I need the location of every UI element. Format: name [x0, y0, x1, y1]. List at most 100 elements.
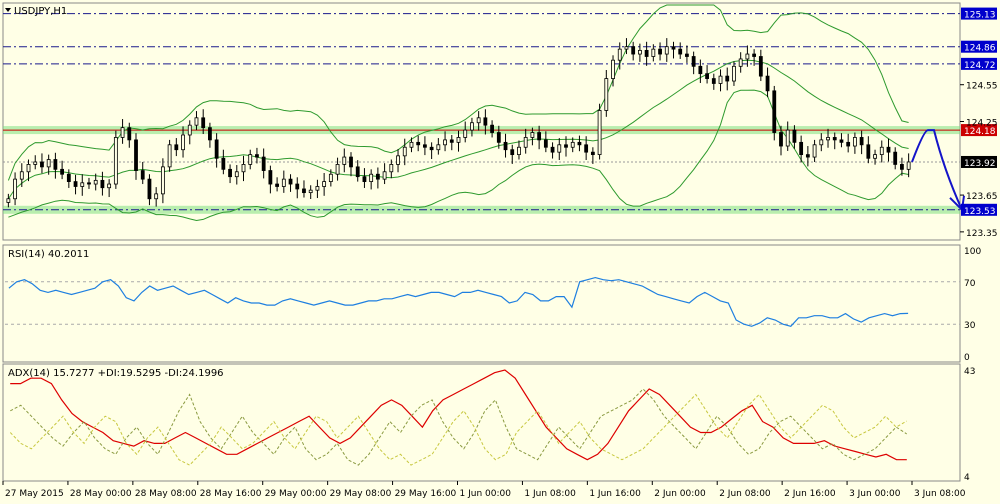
candle-body	[644, 49, 649, 57]
candle-body	[315, 186, 320, 191]
price-badge	[961, 7, 997, 20]
time-tick-label: 2 Jun 08:00	[719, 489, 771, 499]
candle-body	[732, 65, 736, 82]
candle-body	[893, 151, 898, 165]
candle-body	[772, 90, 777, 133]
candle-body	[590, 151, 595, 156]
candle-body	[174, 144, 179, 151]
candle-body	[214, 139, 219, 159]
candle-body	[705, 73, 709, 79]
candle-body	[66, 173, 71, 182]
rsi-tick-label: 30	[964, 321, 976, 331]
candle-body	[631, 46, 636, 55]
candle-body	[765, 75, 770, 92]
candle-body	[93, 179, 98, 185]
candle-body	[624, 46, 629, 50]
candle-body	[785, 129, 790, 147]
candle-body	[812, 144, 817, 158]
candle-body	[147, 178, 152, 200]
candle-body	[33, 161, 38, 165]
bollinger-upper	[7, 4, 909, 181]
candle-body	[846, 141, 851, 147]
candle-body	[40, 161, 44, 168]
chart-menu-icon[interactable]	[5, 8, 11, 12]
candle-body	[604, 78, 609, 111]
rsi-tick-label: 0	[964, 353, 970, 363]
candle-body	[302, 188, 306, 194]
candle-body	[87, 182, 91, 185]
candle-body	[295, 183, 300, 190]
candle-body	[436, 144, 441, 151]
candle-body	[167, 144, 172, 168]
candle-body	[429, 146, 434, 151]
time-tick-label: 29 May 16:00	[395, 489, 457, 499]
candle-body	[375, 173, 380, 180]
price-badge	[961, 124, 997, 137]
candle-body	[725, 75, 730, 82]
candle-body	[46, 159, 51, 168]
candle-body	[449, 139, 454, 143]
adx-pane-frame	[2, 363, 961, 482]
candle-body	[496, 132, 501, 143]
candle-body	[362, 176, 367, 182]
candle-body	[886, 146, 891, 153]
rsi-tick-label: 100	[964, 247, 981, 257]
candle-body	[584, 144, 589, 153]
time-tick-label: 29 May 00:00	[265, 489, 327, 499]
candle-body	[550, 146, 555, 153]
time-tick-label: 28 May 08:00	[135, 489, 197, 499]
candle-body	[792, 129, 797, 143]
candle-body	[349, 156, 353, 168]
candle-body	[698, 65, 703, 75]
price-badge	[961, 203, 997, 216]
adx-series-line	[10, 388, 907, 466]
candle-body	[523, 137, 528, 148]
candle-body	[819, 139, 824, 146]
candle-body	[409, 141, 414, 148]
support-resistance-zone	[3, 205, 960, 214]
price-badge-label: 124.86	[964, 44, 996, 54]
price-badge-label: 124.18	[964, 127, 996, 137]
candle-body	[463, 129, 468, 138]
adx-tick-label: 43	[964, 367, 975, 377]
candle-body	[335, 164, 340, 175]
candle-body	[248, 154, 253, 165]
candle-body	[268, 170, 273, 185]
time-tick-label: 28 May 16:00	[200, 489, 262, 499]
candle-body	[879, 146, 884, 156]
candle-body	[423, 144, 427, 148]
candle-body	[26, 164, 31, 173]
projection-curve	[911, 129, 963, 211]
candle-body	[658, 48, 662, 55]
candle-body	[389, 164, 394, 173]
candle-body	[255, 154, 259, 158]
candle-body	[127, 127, 132, 141]
candle-body	[779, 132, 783, 147]
time-tick-label: 3 Jun 08:00	[914, 489, 966, 499]
candle-body	[396, 155, 400, 165]
candle-body	[866, 144, 871, 159]
candle-body	[799, 141, 804, 156]
candle-body	[711, 78, 716, 84]
price-tick-label: 123.65	[966, 192, 998, 202]
candle-body	[832, 137, 837, 141]
candle-body	[826, 137, 830, 141]
candle-body	[685, 53, 689, 57]
candle-body	[402, 146, 407, 157]
candle-body	[852, 137, 857, 147]
candle-body	[517, 146, 521, 156]
candle-body	[873, 154, 877, 159]
price-badge	[961, 40, 997, 53]
candle-body	[241, 164, 246, 173]
candle-body	[510, 149, 515, 156]
candle-body	[490, 124, 494, 133]
candle-body	[537, 132, 542, 141]
candle-body	[288, 178, 293, 185]
candle-body	[597, 110, 602, 156]
candle-body	[557, 144, 562, 153]
candle-body	[154, 193, 159, 200]
candle-body	[107, 183, 112, 189]
adx-series-line	[9, 393, 907, 466]
